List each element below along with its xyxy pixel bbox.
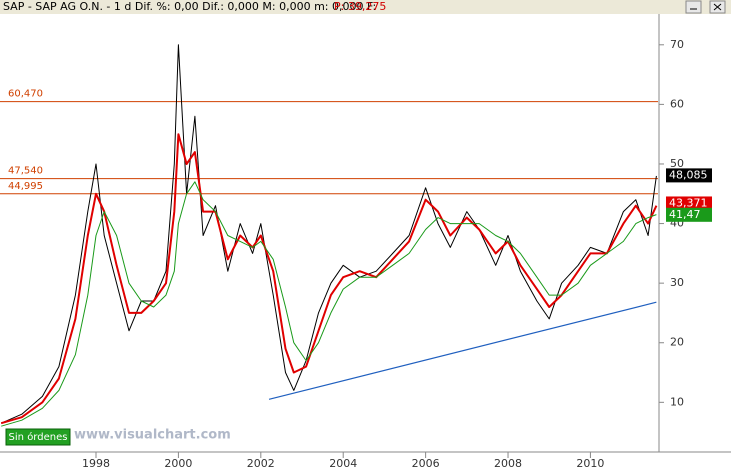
price-series (1, 181, 657, 427)
x-tick-label: 2000 (164, 457, 192, 470)
x-tick-label: 2008 (494, 457, 522, 470)
orders-badge-text: Sin órdenes (9, 431, 68, 443)
y-tick-label: 30 (670, 276, 684, 289)
y-tick-label: 70 (670, 38, 684, 51)
last-value-label: 41,47 (669, 208, 701, 221)
y-tick-label: 10 (670, 395, 684, 408)
level-label: 47,540 (8, 166, 43, 177)
minimize-button[interactable] (685, 0, 702, 14)
last-value-label: 48,085 (669, 168, 708, 181)
x-tick-label: 2004 (329, 457, 357, 470)
header-title: SAP - SAP AG O.N. - 1 d Dif. %: 0,00 Dif… (3, 0, 376, 13)
orders-badge[interactable] (5, 428, 71, 446)
header-bar (0, 0, 731, 14)
trend-line (268, 301, 657, 400)
y-tick-label: 60 (670, 97, 684, 110)
last-value-box (666, 207, 712, 222)
x-tick-label: 2006 (412, 457, 440, 470)
x-tick-label: 2002 (247, 457, 275, 470)
y-tick-label: 50 (670, 157, 684, 170)
watermark: www.visualchart.com (74, 428, 231, 443)
header-price: P: 39,275 (334, 0, 386, 13)
level-label: 44,995 (8, 181, 43, 192)
last-value-label: 43,371 (669, 196, 708, 209)
y-tick-label: 20 (670, 336, 684, 349)
x-tick-label: 2010 (576, 457, 604, 470)
last-value-box (666, 168, 712, 183)
close-icon (713, 3, 722, 11)
x-tick-label: 1998 (82, 457, 110, 470)
last-value-box (666, 196, 712, 211)
price-series (0, 44, 657, 424)
level-label: 60,470 (8, 89, 43, 100)
price-series (0, 133, 658, 425)
